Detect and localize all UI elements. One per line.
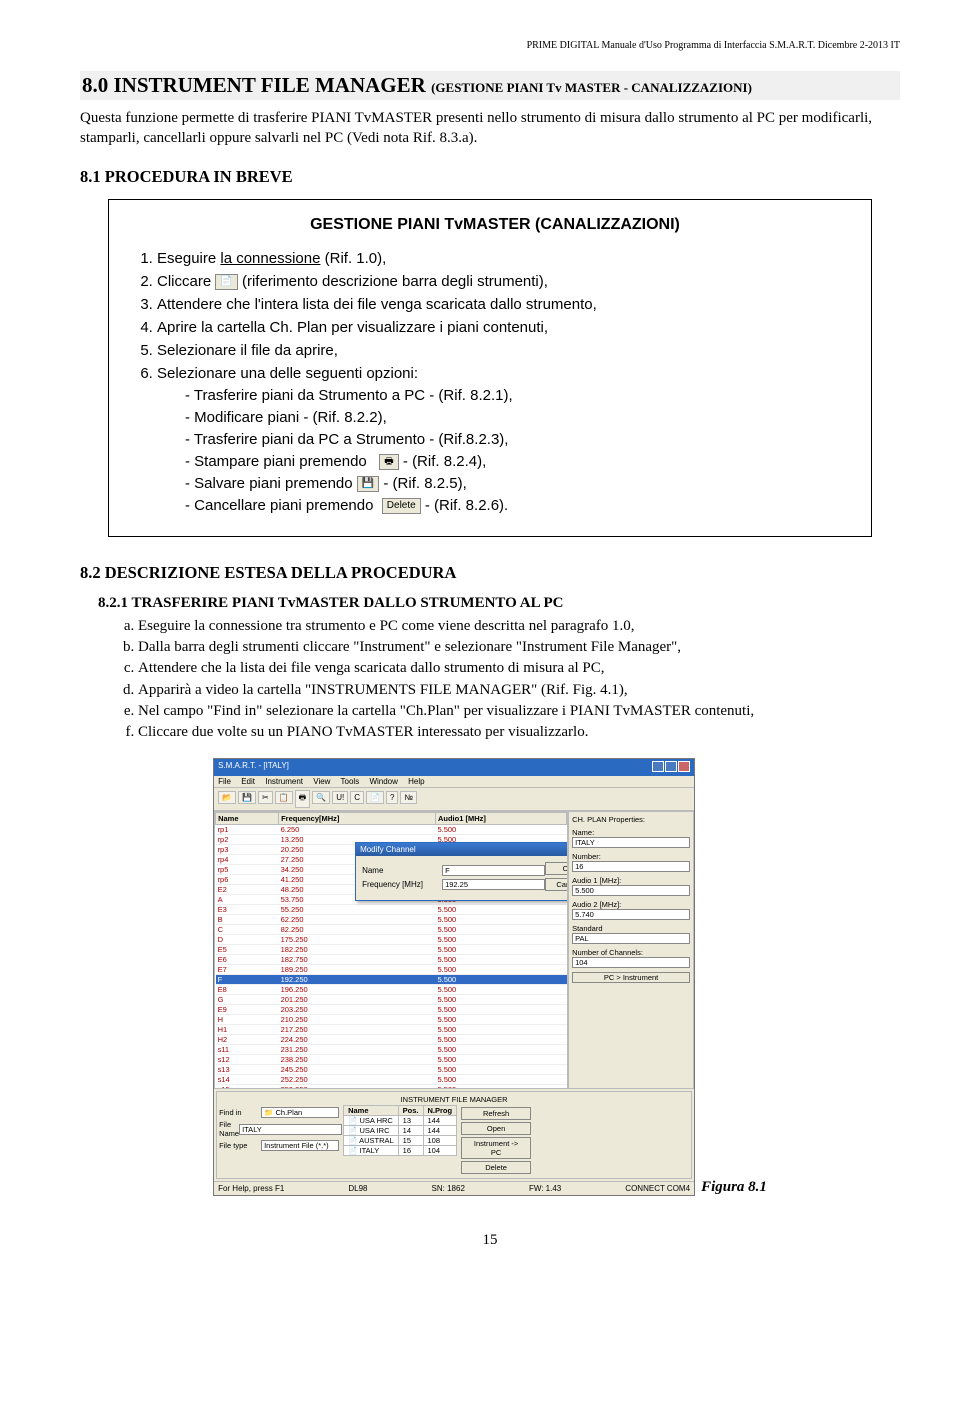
toolbar[interactable]: 📂💾✂📋🖶🔍U!C📄?№ (214, 788, 694, 811)
menu-instrument[interactable]: Instrument (265, 777, 303, 786)
box-title: GESTIONE PIANI TvMASTER (CANALIZZAZIONI) (137, 214, 853, 236)
name-input[interactable] (442, 865, 545, 876)
opt-6: - Cancellare piani premendo Delete - (Ri… (185, 495, 853, 516)
step-6: Selezionare una delle seguenti opzioni: … (157, 363, 853, 516)
opt-2: - Modificare piani - (Rif. 8.2.2), (185, 407, 853, 428)
prop-nchannels[interactable] (572, 957, 690, 968)
menu-edit[interactable]: Edit (241, 777, 255, 786)
ifm-delete-button[interactable]: Delete (461, 1161, 531, 1174)
figure-caption: Figura 8.1 (701, 1179, 767, 1196)
toolbar-button[interactable]: C (350, 791, 364, 804)
toolbar-button[interactable]: 📄 (366, 791, 384, 804)
window-title: S.M.A.R.T. - [ITALY] (218, 761, 289, 774)
step-4: Aprire la cartella Ch. Plan per visualiz… (157, 317, 853, 338)
procedure-box: GESTIONE PIANI TvMASTER (CANALIZZAZIONI)… (108, 199, 872, 537)
sub-heading-8-2-1: 8.2.1 TRASFERIRE PIANI TvMASTER DALLO ST… (98, 595, 900, 612)
opt-5: - Salvare piani premendo 💾 - (Rif. 8.2.5… (185, 473, 853, 494)
step-5: Selezionare il file da aprire, (157, 340, 853, 361)
ifm-instrument-pc-button[interactable]: Instrument -> PC (461, 1137, 531, 1159)
print-icon: 🖶 (379, 454, 398, 470)
findin-select[interactable]: 📁 Ch.Plan (261, 1107, 339, 1118)
frequency-input[interactable] (442, 879, 545, 890)
filename-input[interactable] (239, 1124, 342, 1135)
channel-table[interactable]: NameFrequency[MHz]Audio1 [MHz]rp16.2505.… (214, 811, 568, 1089)
step-c: Attendere che la lista dei file venga sc… (138, 658, 900, 678)
list-icon: 📄 (215, 274, 237, 290)
sub-heading-8-1: 8.1 PROCEDURA IN BREVE (80, 167, 900, 187)
ok-button[interactable]: OK (545, 862, 568, 875)
filetype-select[interactable]: Instrument File (*.*) (261, 1140, 339, 1151)
step-3: Attendere che l'intera lista dei file ve… (157, 294, 853, 315)
ifm-refresh-button[interactable]: Refresh (461, 1107, 531, 1120)
toolbar-button[interactable]: 📋 (275, 791, 293, 804)
menu-help[interactable]: Help (408, 777, 424, 786)
prop-number[interactable] (572, 861, 690, 872)
ifm-open-button[interactable]: Open (461, 1122, 531, 1135)
toolbar-button[interactable]: 📂 (218, 791, 236, 804)
lettered-list: Eseguire la connessione tra strumento e … (110, 616, 900, 743)
step-a: Eseguire la connessione tra strumento e … (138, 616, 900, 636)
h1-main: 8.0 INSTRUMENT FILE MANAGER (82, 73, 431, 97)
prop-name[interactable] (572, 837, 690, 848)
menubar[interactable]: File Edit Instrument View Tools Window H… (214, 776, 694, 788)
prop-standard[interactable] (572, 933, 690, 944)
toolbar-button[interactable]: 🖶 (295, 790, 311, 808)
toolbar-button[interactable]: 🔍 (312, 791, 330, 804)
sub-heading-8-2: 8.2 DESCRIZIONE ESTESA DELLA PROCEDURA (80, 563, 900, 583)
step-b: Dalla barra degli strumenti cliccare "In… (138, 637, 900, 657)
window-buttons[interactable] (651, 761, 690, 774)
doc-header: PRIME DIGITAL Manuale d'Uso Programma di… (80, 40, 900, 51)
section-title: 8.0 INSTRUMENT FILE MANAGER (GESTIONE PI… (80, 71, 900, 100)
opt-1: - Trasferire piani da Strumento a PC - (… (185, 385, 853, 406)
modify-channel-dialog[interactable]: Modify ChannelX Name Frequency [MHz] OK … (355, 842, 568, 901)
prop-audio2[interactable] (572, 909, 690, 920)
properties-panel: CH. PLAN Properties: Name: Number: Audio… (568, 811, 694, 1089)
statusbar: For Help, press F1 DL98 SN: 1862 FW: 1.4… (214, 1181, 694, 1195)
delete-icon: Delete (382, 498, 421, 514)
menu-view[interactable]: View (313, 777, 330, 786)
prop-audio1[interactable] (572, 885, 690, 896)
save-icon: 💾 (357, 476, 379, 492)
step-f: Cliccare due volte su un PIANO TvMASTER … (138, 722, 900, 742)
menu-file[interactable]: File (218, 777, 231, 786)
menu-window[interactable]: Window (369, 777, 397, 786)
intro-paragraph: Questa funzione permette di trasferire P… (80, 108, 900, 149)
pc-to-instrument-button[interactable]: PC > Instrument (572, 972, 690, 983)
step-e: Nel campo "Find in" selezionare la carte… (138, 701, 900, 721)
step-d: Apparirà a video la cartella "INSTRUMENT… (138, 680, 900, 700)
step-2: Cliccare 📄 (riferimento descrizione barr… (157, 271, 853, 292)
figure-screenshot: S.M.A.R.T. - [ITALY] File Edit Instrumen… (213, 758, 695, 1196)
opt-4: - Stampare piani premendo 🖶 - (Rif. 8.2.… (185, 451, 853, 472)
opt-3: - Trasferire piani da PC a Strumento - (… (185, 429, 853, 450)
toolbar-button[interactable]: ✂ (258, 791, 273, 804)
toolbar-button[interactable]: ? (386, 791, 398, 804)
toolbar-button[interactable]: 💾 (238, 791, 256, 804)
instrument-file-manager: INSTRUMENT FILE MANAGER Find in📁 Ch.Plan… (216, 1091, 692, 1179)
menu-tools[interactable]: Tools (341, 777, 360, 786)
toolbar-button[interactable]: U! (332, 791, 348, 804)
toolbar-button[interactable]: № (400, 791, 417, 804)
step-1: Eseguire la connessione (Rif. 1.0), (157, 248, 853, 269)
window-titlebar[interactable]: S.M.A.R.T. - [ITALY] (214, 759, 694, 776)
ifm-table[interactable]: NamePos.N.Prog📄 USA HRC13144📄 USA IRC141… (343, 1105, 457, 1156)
cancel-button[interactable]: Cancel (545, 878, 568, 891)
page-number: 15 (80, 1232, 900, 1249)
h1-sub: (GESTIONE PIANI Tv MASTER - CANALIZZAZIO… (431, 80, 752, 95)
